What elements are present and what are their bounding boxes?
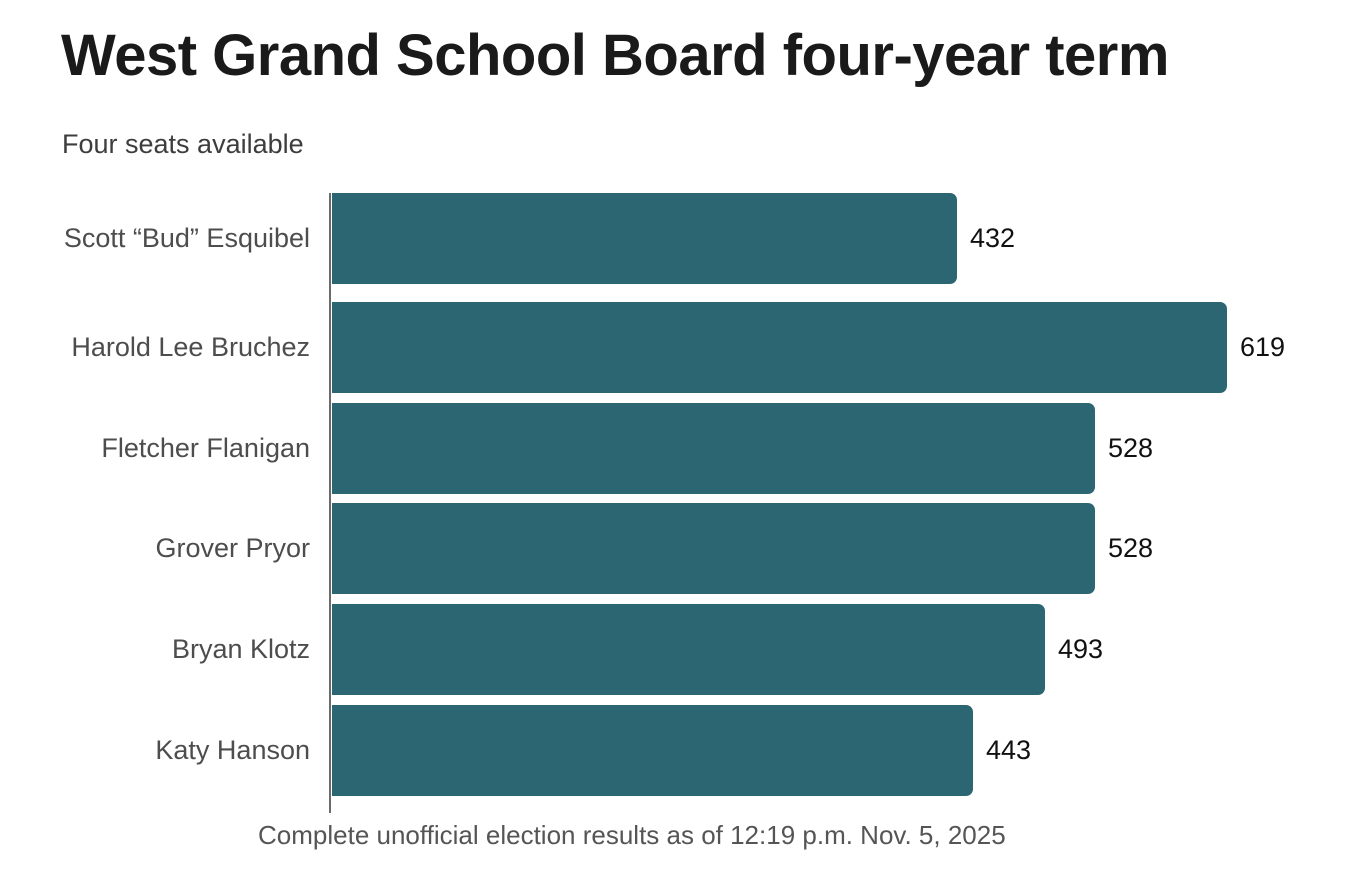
category-label: Scott “Bud” Esquibel — [63, 223, 310, 253]
category-label: Harold Lee Bruchez — [71, 332, 310, 362]
chart-footnote: Complete unofficial election results as … — [258, 820, 1006, 850]
bar-row: Katy Hanson 443 — [0, 705, 1372, 796]
bar-row: Bryan Klotz 493 — [0, 604, 1372, 695]
bar-value: 493 — [1058, 634, 1104, 664]
bar — [332, 193, 957, 284]
bar-row: Grover Pryor 528 — [0, 503, 1372, 594]
category-label: Bryan Klotz — [171, 634, 310, 664]
category-label: Grover Pryor — [155, 533, 310, 563]
bar-chart: Harold Lee Bruchez 619 Fletcher Flanigan… — [0, 193, 1372, 813]
chart-subtitle: Four seats available — [62, 129, 304, 159]
bar-value: 619 — [1240, 332, 1286, 362]
category-label: Fletcher Flanigan — [101, 433, 310, 463]
bar-value: 528 — [1108, 433, 1154, 463]
bar — [332, 302, 1227, 393]
bar — [332, 403, 1095, 494]
bar-row: Harold Lee Bruchez 619 — [0, 302, 1372, 393]
bar — [332, 705, 973, 796]
bar-value: 443 — [986, 735, 1032, 765]
y-axis-line — [329, 193, 331, 813]
page-title: West Grand School Board four-year term — [61, 23, 1169, 88]
bar — [332, 604, 1045, 695]
bar-value: 528 — [1108, 533, 1154, 563]
bar-row: Fletcher Flanigan 528 — [0, 403, 1372, 494]
bar-value: 432 — [970, 223, 1016, 253]
bar-row: Scott “Bud” Esquibel 432 — [0, 193, 1372, 284]
bar — [332, 503, 1095, 594]
category-label: Katy Hanson — [155, 735, 310, 765]
